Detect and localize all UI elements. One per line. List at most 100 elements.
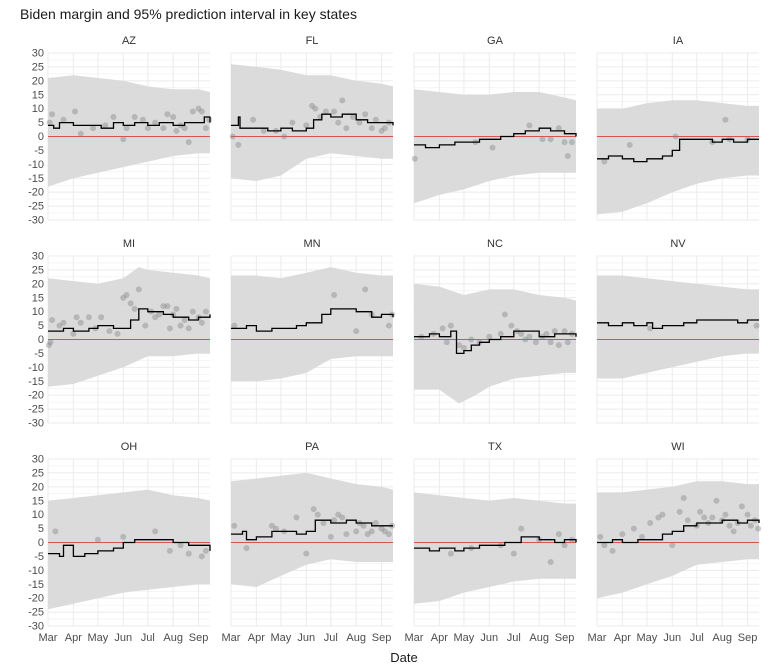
poll-point xyxy=(152,528,159,535)
panel-ia: IA xyxy=(596,35,759,221)
panel-mn: MN xyxy=(230,238,396,424)
poll-point xyxy=(160,303,167,310)
poll-point xyxy=(52,528,59,535)
poll-point xyxy=(753,322,760,329)
poll-point xyxy=(489,144,496,151)
poll-point xyxy=(701,514,708,521)
poll-point xyxy=(547,339,554,346)
poll-point xyxy=(202,125,209,132)
poll-point xyxy=(360,522,367,529)
poll-point xyxy=(312,105,319,112)
poll-point xyxy=(60,319,67,326)
prediction-band xyxy=(231,472,393,587)
poll-point xyxy=(555,342,562,349)
poll-point xyxy=(139,116,146,123)
poll-point xyxy=(755,525,762,532)
poll-point xyxy=(106,328,113,335)
trend-line xyxy=(231,519,393,541)
x-tick-label: Jul xyxy=(690,632,704,644)
panel-label: PA xyxy=(305,441,320,453)
poll-point xyxy=(497,330,504,337)
x-tick-label: May xyxy=(454,632,475,644)
poll-point xyxy=(362,111,369,118)
poll-point xyxy=(166,547,173,554)
poll-point xyxy=(56,322,63,329)
poll-point xyxy=(353,328,360,335)
x-tick-label: Sep xyxy=(738,632,758,644)
poll-point xyxy=(85,314,92,321)
poll-point xyxy=(669,542,676,549)
prediction-band xyxy=(231,64,393,181)
poll-point xyxy=(181,125,188,132)
x-axis-title: Date xyxy=(390,650,417,665)
prediction-band xyxy=(414,492,576,604)
poll-point xyxy=(439,325,446,332)
poll-point xyxy=(539,136,546,143)
y-tick-label: 25 xyxy=(32,264,44,276)
poll-point xyxy=(310,506,317,513)
poll-point xyxy=(747,522,754,529)
panel-ga: GA xyxy=(411,35,577,221)
y-tick-label: -10 xyxy=(28,159,44,171)
poll-point xyxy=(45,342,52,349)
y-tick-label: -25 xyxy=(28,404,44,416)
x-tick-label: Jun xyxy=(114,632,132,644)
trend-line xyxy=(48,308,211,332)
trend-line xyxy=(597,519,760,544)
x-tick-label: Aug xyxy=(529,632,549,644)
poll-point xyxy=(185,325,192,332)
poll-point xyxy=(343,531,350,538)
poll-point xyxy=(173,305,180,312)
poll-point xyxy=(142,322,149,329)
x-tick-label: Apr xyxy=(248,632,265,644)
y-tick-label: -15 xyxy=(28,173,44,185)
poll-point xyxy=(123,125,130,132)
prediction-band xyxy=(597,481,759,599)
panel-label: AZ xyxy=(122,35,136,47)
poll-point xyxy=(697,508,704,515)
panel-label: MN xyxy=(303,238,320,250)
y-tick-label: 5 xyxy=(38,523,44,535)
poll-point xyxy=(303,550,310,557)
poll-point xyxy=(127,300,134,307)
poll-point xyxy=(110,114,117,121)
trend-line xyxy=(48,116,211,129)
poll-point xyxy=(327,533,334,540)
poll-point xyxy=(561,139,568,146)
y-tick-label: 10 xyxy=(32,103,44,115)
poll-point xyxy=(343,125,350,132)
poll-point xyxy=(744,511,751,518)
poll-point xyxy=(486,333,493,340)
y-tick-label: -15 xyxy=(28,376,44,388)
prediction-band xyxy=(231,267,393,382)
poll-point xyxy=(555,531,562,538)
poll-point xyxy=(601,158,608,165)
poll-point xyxy=(120,294,127,301)
y-tick-label: 0 xyxy=(38,131,44,143)
poll-point xyxy=(322,108,329,115)
x-tick-label: Apr xyxy=(431,632,448,644)
poll-point xyxy=(568,139,575,146)
poll-point xyxy=(73,314,80,321)
poll-point xyxy=(672,133,679,140)
trend-line xyxy=(414,330,577,355)
poll-point xyxy=(335,119,342,126)
x-tick-label: Jun xyxy=(480,632,498,644)
poll-point xyxy=(320,520,327,527)
poll-point xyxy=(368,125,375,132)
poll-point xyxy=(250,116,257,123)
poll-point xyxy=(273,525,279,532)
poll-point xyxy=(447,322,454,329)
poll-point xyxy=(152,119,159,126)
poll-point xyxy=(314,511,321,518)
x-tick-label: Jul xyxy=(507,632,521,644)
poll-point xyxy=(609,547,616,554)
poll-point xyxy=(164,303,171,310)
poll-point xyxy=(181,317,188,324)
y-tick-label: 30 xyxy=(32,251,44,263)
poll-point xyxy=(102,122,109,129)
poll-point xyxy=(647,520,654,527)
poll-point xyxy=(72,108,78,115)
poll-point xyxy=(456,342,462,349)
trend-line xyxy=(414,536,577,552)
